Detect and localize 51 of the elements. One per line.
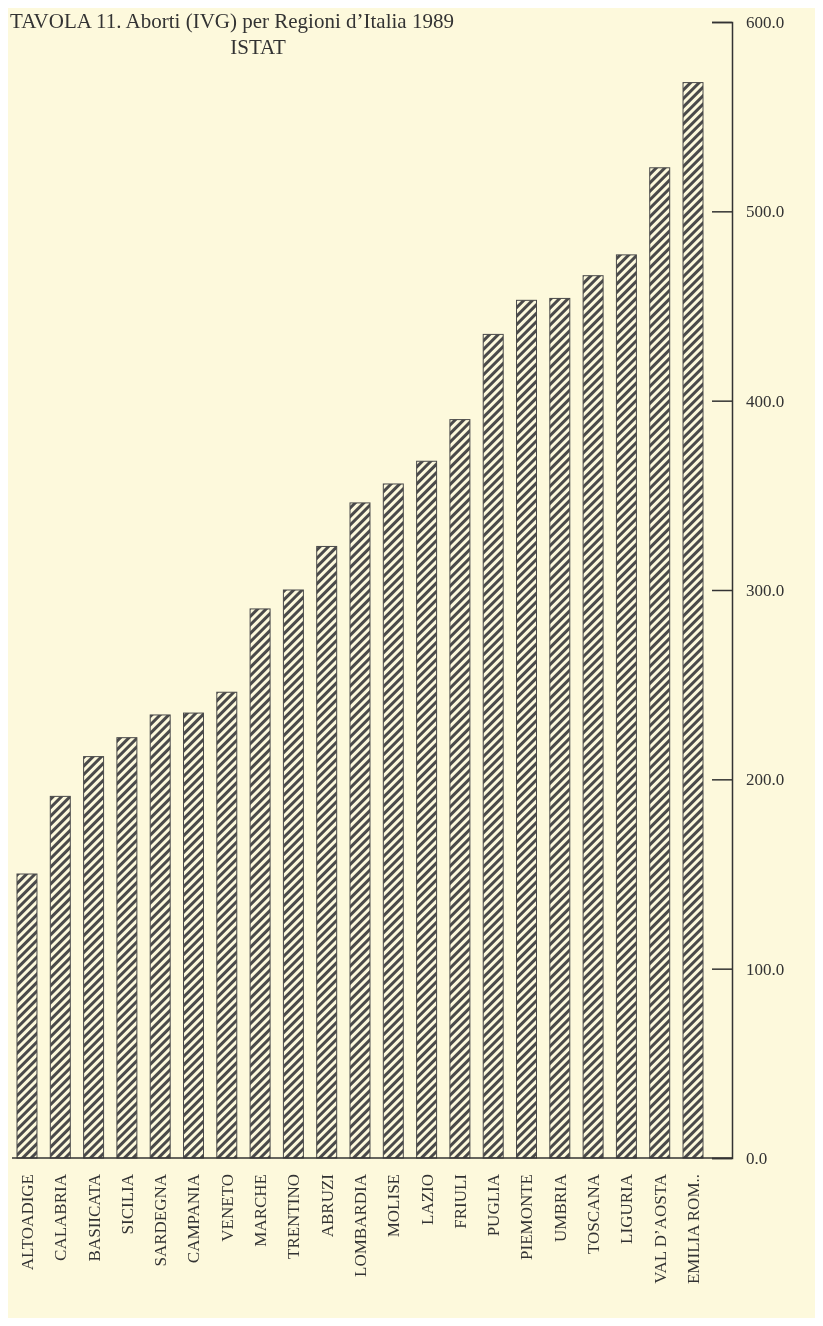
bar [516,299,537,1159]
x-tick-label: FRIULI [450,1173,470,1229]
x-tick-label: VAL D’AOSTA [650,1173,670,1284]
bar [349,502,371,1159]
bar [482,333,504,1159]
bar [615,254,637,1159]
bar [449,419,471,1159]
x-tick-label: CALABRIA [51,1173,71,1261]
y-tick-label: 400.0 [746,391,785,411]
x-tick-label: PUGLIA [484,1173,504,1237]
x-tick-label: BASIICATA [84,1173,104,1262]
bar [16,873,38,1159]
x-tick-label: LIGURIA [617,1173,637,1244]
y-tick-label: 600.0 [746,12,785,32]
x-tick-label: ABRUZI [317,1173,337,1238]
x-tick-label: SARDEGNA [151,1173,171,1267]
bar [416,460,438,1159]
bar [582,275,604,1159]
bar [49,795,71,1159]
x-tick-label: PIEMONTE [517,1174,537,1260]
x-tick-label: LAZIO [417,1174,437,1225]
bar [116,737,138,1159]
bar [382,483,404,1159]
bar [183,712,204,1159]
x-tick-label: LOMBARDIA [350,1173,370,1277]
y-tick-label: 0.0 [746,1148,768,1168]
bar [282,589,304,1159]
x-tick-label: ALTOADIGE [17,1174,37,1271]
x-tick-label: MARCHE [251,1174,271,1247]
bar [83,756,105,1159]
x-tick-label: TOSCANA [584,1173,604,1254]
bar [316,545,338,1159]
x-tick-label: SICILIA [117,1173,137,1235]
bar [249,608,271,1159]
x-tick-label: CAMPANIA [184,1173,204,1264]
bar [216,691,238,1159]
x-tick-label: UMBRIA [550,1173,570,1243]
y-tick-label: 300.0 [746,580,785,600]
bar [149,714,171,1159]
y-tick-label: 200.0 [746,770,785,790]
bar [649,167,671,1159]
y-tick-label: 100.0 [746,959,785,979]
text: ISTAT [230,35,286,59]
x-tick-label: VENETO [217,1174,237,1242]
y-tick-label: 500.0 [746,202,785,222]
x-tick-label: EMILIA ROM.. [683,1174,703,1285]
x-tick-label: TRENTINO [284,1174,304,1259]
bar [549,297,571,1159]
bar [682,82,704,1159]
x-tick-label: MOLISE [384,1174,404,1238]
chart-title: TAVOLA 11. Aborti (IVG) per Regioni d’Italia 1989 [10,9,454,33]
